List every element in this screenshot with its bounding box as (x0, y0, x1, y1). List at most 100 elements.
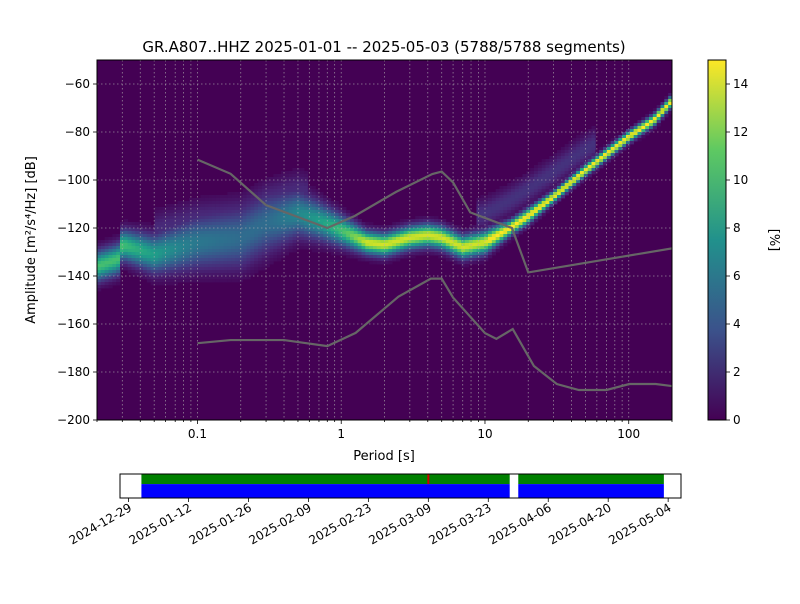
density-cell (181, 252, 186, 256)
density-cell (327, 243, 332, 247)
density-cell (219, 231, 224, 235)
density-cell (143, 273, 148, 277)
density-cell (227, 219, 232, 223)
density-cell (411, 237, 416, 241)
density-cell (468, 237, 474, 241)
density-cell (365, 252, 370, 256)
density-cell (472, 261, 477, 265)
density-cell (419, 219, 424, 223)
density-cell (277, 207, 282, 211)
density-cell (284, 216, 290, 220)
density-cell (553, 201, 558, 205)
density-cell (250, 186, 255, 190)
density-cell (484, 207, 489, 211)
density-cell (476, 249, 481, 253)
density-cell (131, 243, 136, 247)
density-cell (265, 216, 270, 220)
density-cell (173, 213, 178, 217)
density-cell (223, 270, 228, 274)
density-cell (192, 267, 198, 271)
density-cell (97, 264, 102, 268)
coverage-bar (518, 484, 664, 498)
coverage-bars (141, 474, 664, 498)
density-cell (457, 231, 462, 235)
density-cell (350, 237, 355, 241)
density-cell (357, 234, 362, 238)
density-cell (560, 174, 566, 178)
density-cell (610, 156, 615, 160)
density-cell (572, 150, 577, 154)
density-cell (537, 168, 543, 172)
density-cell (296, 192, 301, 196)
density-cell (258, 222, 263, 226)
density-cell (430, 234, 435, 238)
density-cell (296, 225, 301, 229)
density-cell (488, 234, 493, 238)
density-cell (484, 201, 489, 205)
density-cell (177, 270, 182, 274)
density-cell (323, 204, 328, 208)
density-cell (204, 276, 209, 280)
density-cell (488, 240, 493, 244)
density-cell (242, 195, 247, 199)
density-cell (553, 192, 558, 196)
density-cell (461, 228, 466, 232)
density-cell (254, 204, 259, 208)
density-cell (185, 219, 190, 223)
density-cell (123, 243, 129, 247)
density-cell (273, 240, 278, 244)
density-cell (146, 270, 152, 274)
density-cell (369, 249, 374, 253)
density-cell (150, 225, 155, 229)
density-cell (235, 213, 240, 217)
density-cell (250, 219, 255, 223)
density-cell (265, 180, 270, 184)
density-cell (269, 222, 274, 226)
density-cell (304, 240, 309, 244)
density-cell (534, 192, 539, 196)
density-cell (430, 219, 435, 223)
density-cell (461, 258, 466, 262)
density-cell (223, 231, 228, 235)
density-cell (334, 246, 339, 250)
density-cell (353, 219, 359, 223)
density-cell (660, 108, 665, 112)
density-cell (254, 216, 259, 220)
density-cell (300, 246, 305, 250)
density-cell (208, 249, 213, 253)
density-cell (568, 183, 573, 187)
density-cell (212, 201, 217, 205)
density-cell (514, 219, 520, 223)
density-cell (307, 213, 313, 217)
density-cell (135, 228, 140, 232)
density-cell (273, 243, 278, 247)
density-cell (422, 222, 428, 226)
density-cell (185, 249, 190, 253)
density-cell (334, 210, 339, 214)
density-cell (196, 216, 201, 220)
density-cell (235, 204, 240, 208)
density-cell (169, 270, 175, 274)
density-cell (560, 159, 566, 163)
density-cell (300, 168, 305, 172)
density-cell (480, 198, 485, 202)
density-cell (97, 276, 102, 280)
density-cell (330, 252, 336, 256)
density-cell (338, 225, 343, 229)
density-cell (200, 216, 205, 220)
density-cell (652, 111, 658, 115)
density-cell (177, 225, 182, 229)
density-cell (173, 216, 178, 220)
density-cell (606, 150, 612, 154)
density-cell (227, 204, 232, 208)
density-cell (403, 225, 408, 229)
processed-bar (518, 474, 664, 485)
density-cell (215, 198, 221, 202)
density-cell (614, 147, 619, 151)
density-cell (246, 270, 251, 274)
density-cell (334, 225, 339, 229)
density-cell (269, 183, 274, 187)
density-cell (277, 237, 282, 241)
density-cell (534, 174, 539, 178)
density-cell (499, 231, 504, 235)
